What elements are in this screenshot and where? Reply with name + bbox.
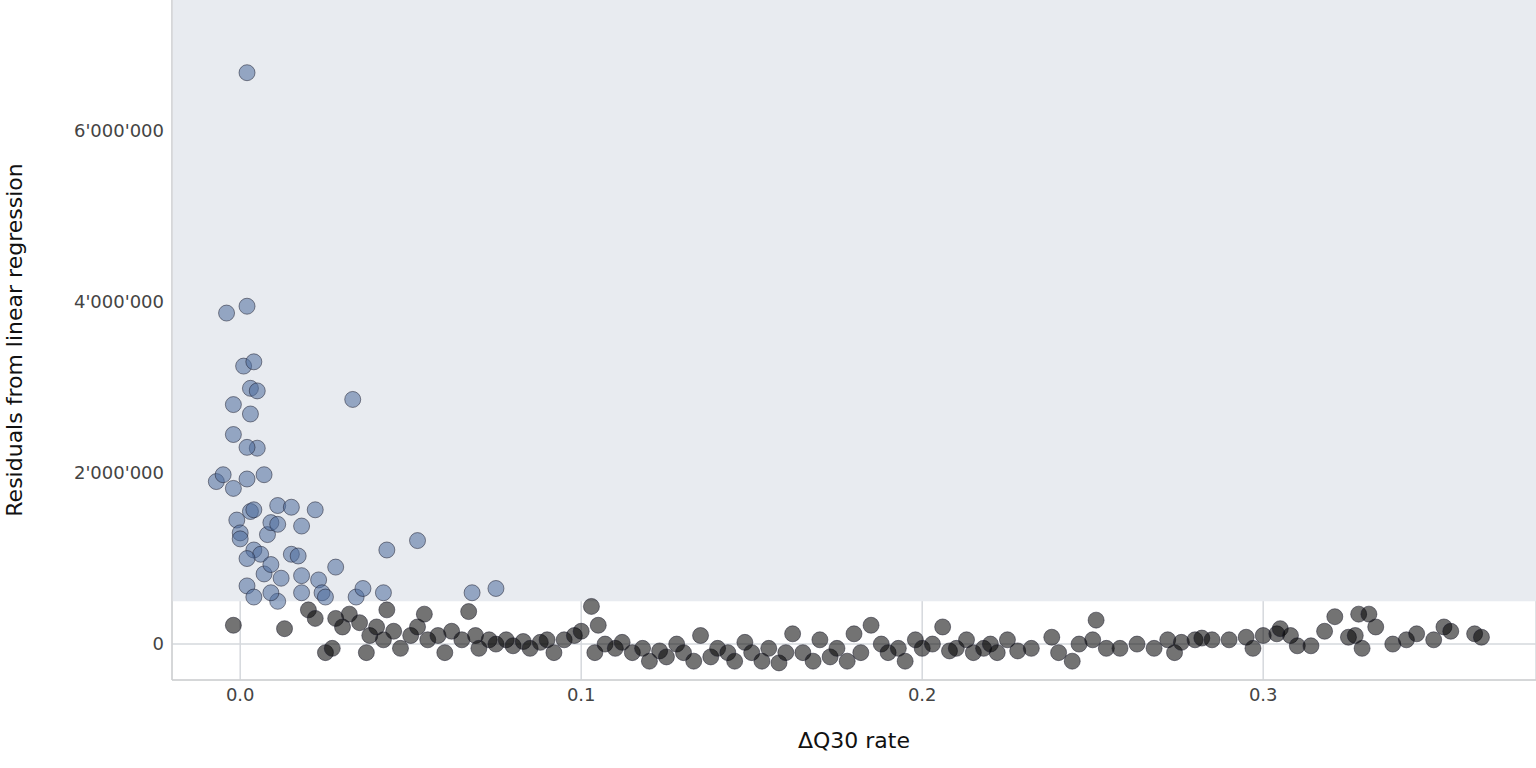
svg-text:Residuals from linear regressi: Residuals from linear regression	[2, 163, 27, 516]
svg-text:0.3: 0.3	[1249, 684, 1278, 705]
svg-text:6'000'000: 6'000'000	[74, 120, 164, 141]
svg-text:ΔQ30 rate: ΔQ30 rate	[798, 728, 910, 753]
svg-text:0.0: 0.0	[226, 684, 255, 705]
svg-text:4'000'000: 4'000'000	[74, 291, 164, 312]
svg-text:0: 0	[153, 633, 164, 654]
svg-text:0.2: 0.2	[908, 684, 937, 705]
svg-text:2'000'000: 2'000'000	[74, 462, 164, 483]
svg-text:0.1: 0.1	[567, 684, 596, 705]
